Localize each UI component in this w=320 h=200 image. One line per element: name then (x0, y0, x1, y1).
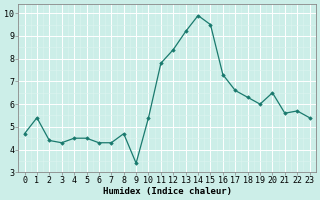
X-axis label: Humidex (Indice chaleur): Humidex (Indice chaleur) (103, 187, 232, 196)
